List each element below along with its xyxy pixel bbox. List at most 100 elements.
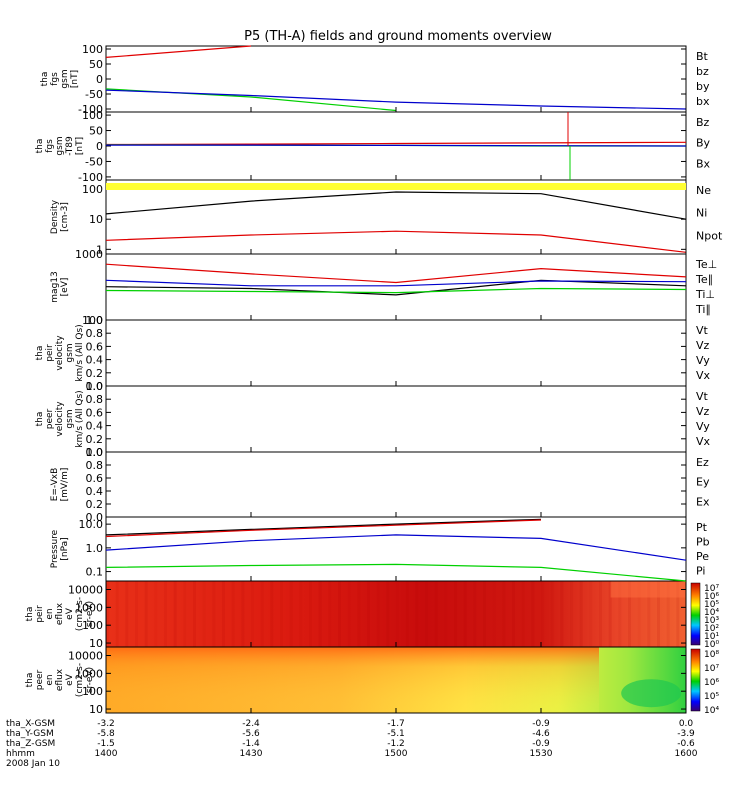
spectrogram-stripe <box>541 581 544 647</box>
y-tick-label: 1.0 <box>86 542 104 555</box>
y-tick-label: 10 <box>89 213 103 226</box>
x-tick-label: 1530 <box>530 749 553 759</box>
spectrogram-stripe <box>512 581 515 647</box>
y-tick-label: 1.0 <box>86 314 104 327</box>
spectrogram-stripe <box>405 581 409 647</box>
spectrogram-stripe <box>338 581 341 647</box>
spectrogram-stripe <box>231 581 235 647</box>
series-Te∥ <box>105 279 687 296</box>
spectrogram-stripe <box>318 581 322 647</box>
legend-item: Pe <box>696 550 709 563</box>
series-Pe <box>105 563 687 582</box>
y-axis-label: velocity <box>55 401 65 437</box>
spectrogram-stripe <box>212 581 216 647</box>
series-bz <box>105 45 252 58</box>
colorbar-label: 10⁸ <box>704 650 719 660</box>
y-axis-label: mag13 <box>50 271 60 302</box>
spectrogram-stripe <box>502 581 506 647</box>
x-row-label: tha_X-GSM <box>6 719 55 729</box>
spectrogram-patch <box>610 581 686 598</box>
y-axis-label: peer <box>35 669 45 690</box>
series-Ni <box>105 191 687 220</box>
spectrogram-stripe <box>570 581 573 647</box>
spectrogram-stripe <box>193 581 196 647</box>
y-tick-label: 10 <box>89 703 103 716</box>
spectrogram-stripe <box>666 581 670 647</box>
panel-frame <box>105 516 687 582</box>
y-tick-label: 10000 <box>68 584 103 597</box>
x-tick-label: -5.1 <box>387 729 405 739</box>
spectrogram-stripe <box>309 581 312 647</box>
legend-item: Vy <box>696 420 710 433</box>
y-axis-label: tha <box>35 346 45 361</box>
y-tick-label: 100 <box>82 109 103 122</box>
colorbar-label: 10⁴ <box>704 608 719 618</box>
y-tick-label: 0.4 <box>86 485 104 498</box>
legend-item: Pt <box>696 521 708 534</box>
y-axis-label: km/s (All Qs) <box>75 390 85 447</box>
y-tick-label: 0.4 <box>86 354 104 367</box>
spectrogram-highenergy <box>106 647 599 713</box>
y-tick-label: -100 <box>78 171 103 184</box>
y-axis-label: tha <box>25 607 35 622</box>
date-label: 2008 Jan 10 <box>6 759 60 769</box>
x-tick-label: 1500 <box>385 749 408 759</box>
x-tick-label: -5.8 <box>97 729 115 739</box>
spectrogram-stripe <box>444 581 448 647</box>
spectrogram-stripe <box>164 581 167 647</box>
spectrogram-stripe <box>483 581 486 647</box>
y-axis-label: fgs <box>50 72 60 86</box>
y-tick-label: 0.8 <box>86 459 104 472</box>
y-tick-label: -100 <box>78 103 103 116</box>
y-tick-label: 10 <box>89 637 103 650</box>
y-axis-label: velocity <box>55 335 65 371</box>
x-row-label: hhmm <box>6 749 35 759</box>
spectrogram-stripe <box>202 581 206 647</box>
legend-item: Vx <box>696 435 711 448</box>
panel-peer_spec: 10000 1000 100 10 tha peer en eflux eV (cm2-s-sr-… <box>25 646 719 716</box>
spectrogram-stripe <box>135 581 138 647</box>
colorbar-label: 10⁷ <box>704 584 719 594</box>
series-Ne <box>105 230 687 253</box>
spectrogram-stripe <box>647 581 651 647</box>
flag-bar <box>106 183 686 190</box>
y-axis-label: tha <box>40 72 50 87</box>
y-tick-label: 10000 <box>68 650 103 663</box>
colorbar-label: 10⁶ <box>704 592 719 602</box>
y-axis-label: eflux <box>55 602 65 625</box>
legend-item: Vt <box>696 324 709 337</box>
y-axis-label: -T89 <box>65 136 75 156</box>
x-tick-label: 1400 <box>95 749 118 759</box>
y-tick-label: 0.2 <box>86 498 104 511</box>
colorbar-label: 10⁵ <box>704 600 719 610</box>
y-axis-label: eV <box>65 607 75 620</box>
y-tick-label: 0.0 <box>86 446 104 459</box>
y-axis-label: en <box>45 674 55 685</box>
x-tick-label: 0.0 <box>679 719 694 729</box>
colorbar-label: 10² <box>704 624 719 634</box>
legend-item: Pi <box>696 565 705 578</box>
spectrogram-stripe <box>531 581 535 647</box>
spectrogram-stripe <box>106 581 109 647</box>
legend-item: Ex <box>696 495 710 508</box>
y-axis-label: [nPa] <box>60 537 70 560</box>
colorbar-label: 10⁵ <box>704 692 719 702</box>
x-tick-label: -3.9 <box>677 729 695 739</box>
spectrogram-stripe <box>618 581 622 647</box>
y-axis-label: tha <box>35 412 45 427</box>
series-Bz <box>105 141 687 146</box>
legend-item: Ti∥ <box>695 303 711 316</box>
spectrogram-stripe <box>241 581 245 647</box>
spectrogram-stripe <box>628 581 631 647</box>
x-tick-label: -1.2 <box>387 739 405 749</box>
y-axis-label: (cm2-s- <box>75 663 85 697</box>
series-Pb <box>105 519 542 538</box>
spectrogram-stripe <box>251 581 254 647</box>
legend-item: Te∥ <box>695 273 713 286</box>
spectrogram-stripe <box>550 581 554 647</box>
y-tick-label: 0.0 <box>86 380 104 393</box>
x-row-label: tha_Z-GSM <box>6 739 55 749</box>
